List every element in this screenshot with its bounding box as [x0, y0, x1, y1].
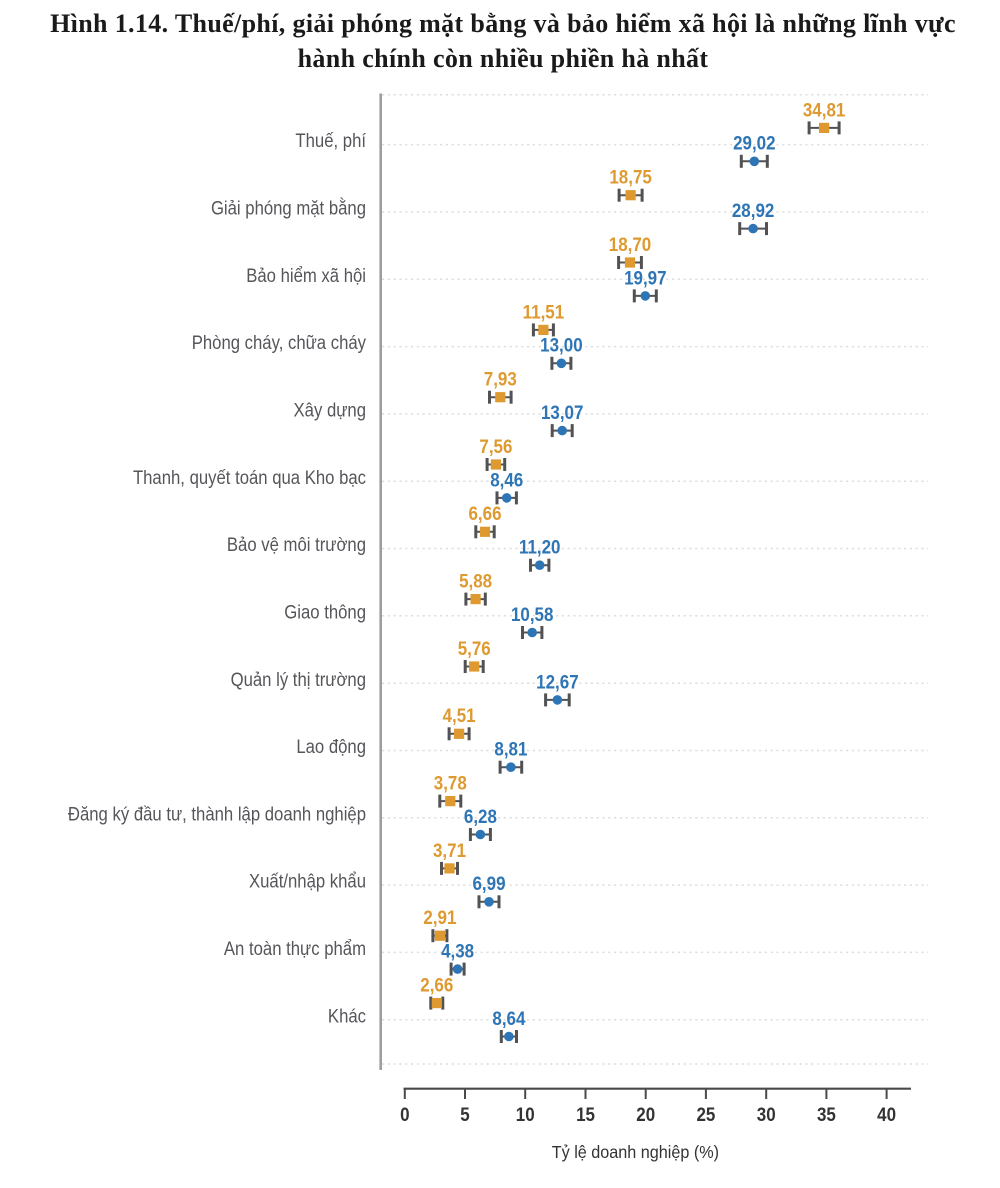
svg-text:35: 35: [817, 1104, 836, 1125]
svg-text:Xây dựng: Xây dựng: [294, 400, 366, 421]
svg-text:3,78: 3,78: [434, 773, 467, 794]
svg-text:Thuế, phí: Thuế, phí: [295, 130, 366, 151]
svg-text:18,70: 18,70: [609, 234, 651, 255]
svg-text:Giải phóng mặt bằng: Giải phóng mặt bằng: [211, 196, 366, 218]
svg-text:20: 20: [636, 1104, 655, 1125]
svg-text:29,02: 29,02: [733, 133, 775, 154]
svg-text:19,97: 19,97: [624, 267, 666, 288]
svg-text:15: 15: [576, 1104, 595, 1125]
svg-text:Khác: Khác: [328, 1005, 366, 1026]
svg-text:Bảo vệ môi trường: Bảo vệ môi trường: [227, 534, 366, 555]
svg-text:6,28: 6,28: [464, 806, 497, 827]
svg-text:13,00: 13,00: [540, 335, 582, 356]
svg-text:6,66: 6,66: [468, 503, 501, 524]
svg-text:25: 25: [696, 1104, 715, 1125]
svg-text:40: 40: [877, 1104, 896, 1125]
svg-text:4,51: 4,51: [443, 705, 476, 726]
svg-text:2,66: 2,66: [420, 975, 453, 996]
svg-text:Giao thông: Giao thông: [284, 601, 366, 622]
svg-text:Thanh, quyết toán qua Kho bạc: Thanh, quyết toán qua Kho bạc: [133, 467, 366, 488]
svg-text:11,51: 11,51: [523, 301, 565, 322]
svg-text:34,81: 34,81: [803, 99, 845, 120]
svg-text:12,67: 12,67: [536, 671, 578, 692]
svg-text:7,93: 7,93: [484, 369, 517, 390]
svg-text:13,07: 13,07: [541, 402, 583, 423]
svg-text:8,46: 8,46: [490, 469, 523, 490]
svg-text:Tỷ lệ doanh nghiệp (%): Tỷ lệ doanh nghiệp (%): [552, 1142, 719, 1162]
svg-text:10: 10: [516, 1104, 535, 1125]
svg-text:5,88: 5,88: [459, 571, 492, 592]
svg-text:5,76: 5,76: [458, 638, 491, 659]
svg-text:3,71: 3,71: [433, 840, 466, 861]
svg-text:18,75: 18,75: [609, 167, 651, 188]
svg-text:Xuất/nhập khẩu: Xuất/nhập khẩu: [249, 871, 366, 892]
svg-text:Lao động: Lao động: [296, 736, 366, 757]
svg-text:30: 30: [757, 1104, 776, 1125]
svg-text:11,20: 11,20: [519, 537, 561, 558]
svg-text:10,58: 10,58: [511, 604, 553, 625]
svg-text:Bảo hiểm xã hội: Bảo hiểm xã hội: [246, 265, 366, 286]
svg-text:Quản lý thị trường: Quản lý thị trường: [231, 669, 366, 690]
svg-text:2,91: 2,91: [423, 907, 456, 928]
svg-text:Phòng cháy, chữa cháy: Phòng cháy, chữa cháy: [192, 332, 366, 353]
svg-text:0: 0: [400, 1104, 409, 1125]
svg-text:5: 5: [460, 1104, 469, 1125]
svg-text:7,56: 7,56: [479, 436, 512, 457]
svg-text:8,81: 8,81: [494, 739, 527, 760]
svg-text:Đăng ký đầu tư, thành lập doan: Đăng ký đầu tư, thành lập doanh nghiệp: [68, 803, 366, 824]
svg-text:28,92: 28,92: [732, 200, 774, 221]
svg-text:6,99: 6,99: [472, 873, 505, 894]
svg-text:8,64: 8,64: [492, 1008, 525, 1029]
svg-text:4,38: 4,38: [441, 941, 474, 962]
svg-text:An toàn thực phẩm: An toàn thực phẩm: [224, 938, 366, 959]
